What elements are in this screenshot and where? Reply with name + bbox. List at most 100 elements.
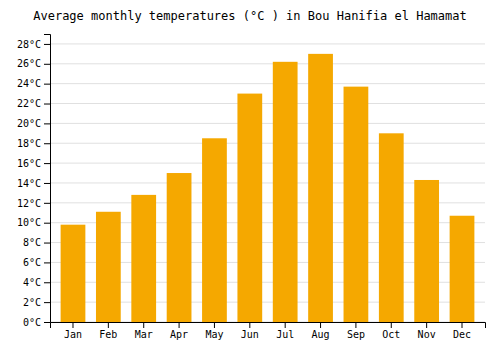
tick: 28°C [17,39,50,50]
tick-mark [44,44,50,45]
tick-label: 8°C [23,237,41,248]
tick-label: 14°C [17,178,41,189]
tick-label: 2°C [23,297,41,308]
tick-mark [44,123,50,124]
grid [50,44,485,322]
tick-mark [44,322,50,323]
tick-label: 16°C [17,158,41,169]
bar [273,62,298,322]
y-axis: 0°C 2°C 4°C 6°C 8°C 10°C 12°C 14°C 16°C 18°C 20°C 2… [17,35,51,328]
tick-mark [44,183,50,184]
tick-label: 6°C [23,257,41,268]
tick: Nov [418,322,436,340]
bar [344,87,369,322]
tick-label: May [205,329,223,340]
tick: Feb [99,322,117,340]
tick: 0°C [23,317,50,328]
tick-mark [285,322,286,328]
tick-mark [462,322,463,328]
tick: 12°C [17,198,50,209]
bar [96,212,121,322]
bar [450,216,475,322]
tick-mark [179,322,180,328]
tick-label: Oct [382,329,400,340]
tick-mark [214,322,215,328]
tick: 20°C [17,118,50,129]
tick: 2°C [23,297,50,308]
bar [414,180,439,322]
tick-label: 24°C [17,78,41,89]
grid-line [50,43,485,44]
tick-mark [355,322,356,328]
axis-line [44,35,51,323]
tick-label: Aug [312,329,330,340]
tick-mark [44,84,50,85]
bar [308,54,333,322]
tick: 6°C [23,257,50,268]
tick: 16°C [17,158,50,169]
tick: Aug [312,322,330,340]
tick: May [205,322,223,340]
tick: 24°C [17,78,50,89]
tick-label: 26°C [17,58,41,69]
tick-mark [44,104,50,105]
tick-mark [44,262,50,263]
bar [379,133,404,322]
tick: 18°C [17,138,50,149]
tick: Oct [382,322,400,340]
tick: Apr [170,322,188,340]
bar [131,195,156,322]
tick: 10°C [17,217,50,228]
tick-label: 12°C [17,198,41,209]
x-axis: JanFebMarAprMayJunJulAugSepOctNovDec [51,322,486,340]
tick-mark [44,203,50,204]
tick: Dec [453,322,471,340]
grid-line [50,163,485,164]
tick: Sep [347,322,365,340]
tick-label: Nov [418,329,436,340]
bar [237,94,262,322]
grid-line [50,83,485,84]
tick-mark [44,243,50,244]
tick: Jul [276,322,294,340]
tick-label: 4°C [23,277,41,288]
tick-mark [44,302,50,303]
tick-label: 28°C [17,39,41,50]
tick-mark [143,322,144,328]
grid-line [50,103,485,104]
tick: 22°C [17,98,50,109]
grid-line [50,63,485,64]
tick-label: 10°C [17,217,41,228]
tick-mark [44,223,50,224]
tick-mark [44,282,50,283]
axis-line [51,323,486,329]
tick-mark [108,322,109,328]
tick: 4°C [23,277,50,288]
tick-label: 0°C [23,317,41,328]
tick-label: 18°C [17,138,41,149]
chart: JanFebMarAprMayJunJulAugSepOctNovDec0°C2… [0,0,500,350]
plot: JanFebMarAprMayJunJulAugSepOctNovDec0°C2… [17,35,486,341]
grid-line [50,143,485,144]
bars [61,54,475,322]
tick-mark [44,163,50,164]
tick-mark [391,322,392,328]
tick-label: Apr [170,329,188,340]
tick-label: Jul [276,329,294,340]
bar [61,225,86,322]
tick-label: Mar [135,329,153,340]
tick-label: Dec [453,329,471,340]
tick-label: 20°C [17,118,41,129]
tick-mark [72,322,73,328]
tick-label: Jun [241,329,259,340]
bar [167,173,192,322]
bar [202,138,227,322]
tick: 14°C [17,178,50,189]
tick: 26°C [17,58,50,69]
tick-mark [426,322,427,328]
grid-line [50,123,485,124]
tick: Jun [241,322,259,340]
tick-mark [320,322,321,328]
tick-mark [44,143,50,144]
tick-mark [249,322,250,328]
